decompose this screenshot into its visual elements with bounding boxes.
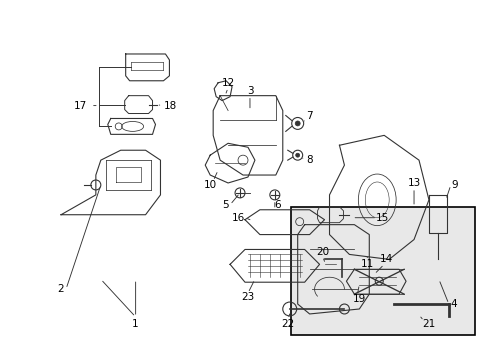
Circle shape bbox=[295, 153, 299, 157]
Text: 8: 8 bbox=[305, 155, 312, 165]
Text: 17: 17 bbox=[74, 100, 87, 111]
Circle shape bbox=[295, 121, 300, 126]
Text: 3: 3 bbox=[246, 86, 253, 96]
Text: 6: 6 bbox=[274, 200, 281, 210]
Text: 9: 9 bbox=[450, 180, 457, 190]
Bar bbox=[290, 207, 474, 336]
Text: 15: 15 bbox=[375, 213, 388, 223]
Text: 11: 11 bbox=[360, 259, 373, 269]
Text: 23: 23 bbox=[241, 292, 254, 302]
Text: 4: 4 bbox=[449, 299, 456, 309]
Text: 5: 5 bbox=[222, 200, 228, 210]
Text: 12: 12 bbox=[221, 78, 234, 88]
Text: 2: 2 bbox=[58, 284, 64, 294]
Text: 16: 16 bbox=[231, 213, 244, 223]
Text: 1: 1 bbox=[132, 319, 139, 329]
Text: 20: 20 bbox=[315, 247, 328, 257]
Text: 7: 7 bbox=[305, 111, 312, 121]
Text: 19: 19 bbox=[352, 294, 365, 304]
Text: 13: 13 bbox=[407, 178, 420, 188]
Text: 21: 21 bbox=[422, 319, 435, 329]
Text: 22: 22 bbox=[281, 319, 294, 329]
Text: 10: 10 bbox=[203, 180, 216, 190]
Text: 14: 14 bbox=[379, 255, 392, 264]
Text: 18: 18 bbox=[163, 100, 177, 111]
